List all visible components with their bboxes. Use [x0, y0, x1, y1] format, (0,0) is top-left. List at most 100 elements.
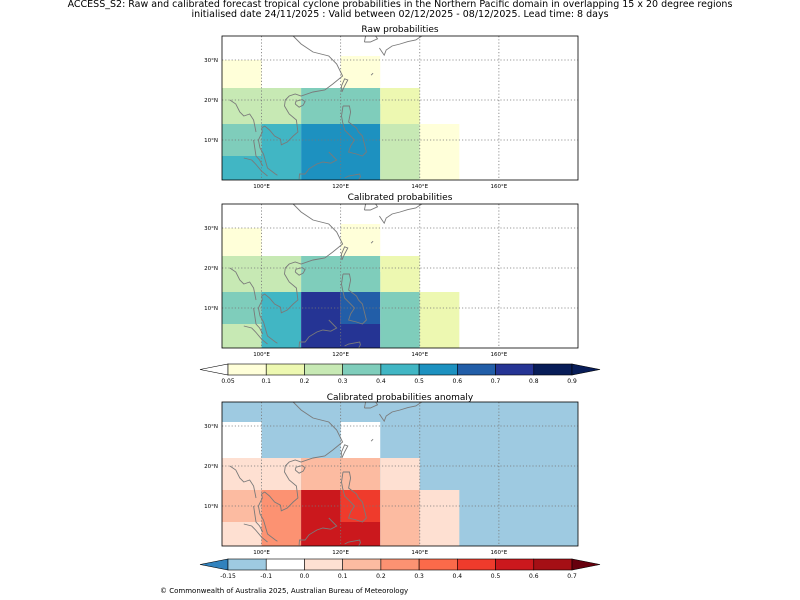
- coastline: [294, 267, 306, 276]
- panel-title-calibrated: Calibrated probabilities: [348, 193, 453, 203]
- colorbar-segment: [342, 558, 382, 571]
- coastline: [253, 505, 264, 533]
- coastline: [257, 204, 344, 344]
- probability-cell: [380, 490, 420, 522]
- coastline: [370, 438, 374, 442]
- x-tick-label: 120°E: [332, 550, 349, 556]
- coastline: [341, 246, 349, 261]
- probability-cell: [222, 422, 262, 458]
- colorbar-tick-label: 0.2: [376, 573, 386, 580]
- y-tick-label: 30°N: [204, 424, 218, 430]
- y-tick-label: 20°N: [204, 98, 218, 104]
- colorbar-segment: [533, 558, 573, 571]
- y-tick-label: 20°N: [204, 464, 218, 470]
- probability-cell: [222, 256, 302, 292]
- probability-cell: [380, 458, 420, 490]
- coastline: [253, 307, 264, 335]
- colorbar-tick-label: 0.1: [338, 573, 348, 580]
- colorbar-segment: [495, 558, 535, 571]
- probability-cell: [340, 236, 381, 256]
- colorbar-tick-label: 0.3: [414, 573, 424, 580]
- x-tick-label: 100°E: [253, 550, 270, 556]
- coastline: [379, 36, 423, 57]
- colorbar-anomaly: -0.15 -0.1 0.0 0.1 0.2 0.3 0.4 0.5 0.6 0.7: [199, 558, 601, 580]
- colorbar-tick-label: 0.6: [529, 573, 539, 580]
- coastline: [229, 465, 257, 499]
- colorbar-under-extension: [199, 558, 229, 571]
- y-tick-label: 20°N: [204, 266, 218, 272]
- coastline: [253, 139, 264, 167]
- x-tick-label: 140°E: [411, 550, 428, 556]
- colorbar-segment: [418, 363, 458, 376]
- figure-subtitle: initialised date 24/11/2025 : Valid betw…: [191, 9, 609, 20]
- probability-cell: [222, 228, 262, 236]
- colorbar-segment: [457, 558, 496, 571]
- colorbar-tick-label: 0.5: [414, 378, 424, 385]
- coastline: [344, 173, 361, 180]
- colorbar-tick-label: 0.4: [376, 378, 386, 385]
- coastline: [243, 157, 268, 177]
- probability-cell: [340, 68, 381, 88]
- coastline: [344, 539, 361, 546]
- colorbar-segment: [533, 363, 573, 376]
- probability-cell: [340, 422, 381, 458]
- y-tick-label: 10°N: [204, 138, 218, 144]
- colorbar-probability: 0.05 0.1 0.2 0.3 0.4 0.5 0.6 0.7 0.8 0.9: [199, 363, 601, 385]
- colorbar-segment: [304, 363, 343, 376]
- map-frame: [221, 203, 579, 349]
- coastline: [370, 240, 374, 244]
- coastline: [257, 402, 344, 542]
- coastline: [341, 471, 367, 523]
- colorbar-tick-label: 0.3: [338, 378, 348, 385]
- panel-title-raw: Raw probabilities: [361, 25, 439, 35]
- coastline: [294, 99, 306, 108]
- map-panel-1: 100°E 120°E 140°E 160°E 30°N 20°N 10°N: [204, 203, 579, 358]
- y-tick-label: 30°N: [204, 226, 218, 232]
- probability-cell: [380, 124, 420, 156]
- colorbar-tick-label: 0.2: [300, 378, 310, 385]
- colorbar-segment: [495, 363, 535, 376]
- colorbar-over-extension: [571, 363, 601, 376]
- colorbar-segment: [265, 363, 305, 376]
- probability-cell: [222, 60, 262, 68]
- colorbar-segment: [457, 363, 496, 376]
- coastline: [298, 319, 338, 348]
- coastline: [370, 72, 374, 76]
- colorbar-tick-label: 0.0: [300, 573, 310, 580]
- probability-cell: [222, 522, 262, 546]
- x-tick-label: 160°E: [491, 352, 508, 358]
- coastlines: [229, 36, 423, 180]
- x-tick-label: 100°E: [253, 184, 270, 190]
- colorbar-tick-label: 0.7: [491, 378, 501, 385]
- colorbar-tick-label: -0.15: [220, 573, 236, 580]
- coastline: [294, 465, 306, 474]
- colorbar-segment: [380, 558, 420, 571]
- coastline: [379, 402, 423, 423]
- colorbar-segment: [265, 558, 305, 571]
- probability-cell: [340, 56, 381, 68]
- probability-cell: [419, 522, 460, 546]
- probability-cell: [380, 156, 420, 180]
- probability-cell: [380, 292, 420, 324]
- x-tick-label: 140°E: [411, 184, 428, 190]
- colorbar-segment: [418, 558, 458, 571]
- colorbar-segment: [342, 363, 382, 376]
- coastline: [379, 204, 423, 225]
- colorbar-tick-label: 0.8: [529, 378, 539, 385]
- figure-title: ACCESS_S2: Raw and calibrated forecast t…: [67, 0, 733, 10]
- colorbar-tick-label: 0.1: [261, 378, 271, 385]
- probability-cell: [222, 88, 302, 124]
- probability-cell: [222, 324, 262, 348]
- colorbar-tick-label: 0.05: [221, 378, 235, 385]
- colorbar-tick-label: 0.6: [453, 378, 463, 385]
- map-frame: [221, 401, 579, 547]
- coastline: [341, 105, 367, 157]
- probability-cell: [380, 256, 420, 292]
- coastline: [341, 273, 367, 325]
- probability-cell: [380, 522, 420, 546]
- colorbar-tick-label: 0.5: [491, 573, 501, 580]
- copyright-notice: © Commonwealth of Australia 2025, Austra…: [160, 587, 409, 595]
- probability-cell: [380, 324, 420, 348]
- coastline: [341, 444, 349, 459]
